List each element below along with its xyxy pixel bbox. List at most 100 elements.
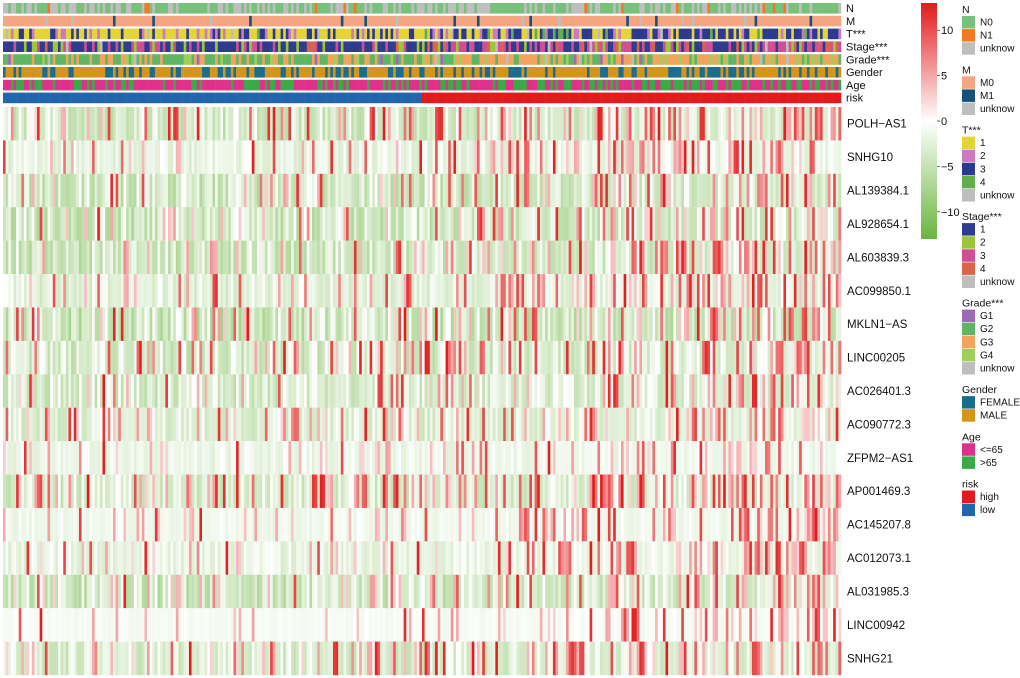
- heatmap-cell: [539, 274, 543, 308]
- heatmap-cell: [13, 140, 17, 175]
- heatmap-cell: [217, 240, 221, 275]
- annotation-cell: [86, 67, 90, 78]
- heatmap-cell: [683, 240, 687, 275]
- heatmap-cell: [786, 173, 789, 208]
- annotation-cell: [398, 54, 402, 65]
- heatmap-cell: [71, 140, 74, 175]
- heatmap-cell: [136, 207, 140, 241]
- heatmap-cell: [508, 207, 512, 241]
- annotation-cell: [505, 54, 509, 65]
- heatmap-cell: [57, 240, 61, 275]
- heatmap-cell: [744, 240, 747, 275]
- heatmap-cell: [453, 307, 457, 342]
- heatmap-cell: [422, 307, 425, 342]
- heatmap-cell: [144, 140, 148, 175]
- annotation-cell: [796, 15, 800, 27]
- heatmap-cell: [139, 173, 143, 208]
- annotation-cell: [822, 67, 826, 78]
- annotation-cell: [10, 15, 14, 27]
- heatmap-cell: [249, 207, 253, 241]
- annotation-cell: [217, 54, 221, 65]
- annotation-cell: [696, 79, 700, 91]
- heatmap-cell: [81, 307, 85, 342]
- annotation-cell: [516, 3, 520, 14]
- annotation-cell: [191, 79, 195, 91]
- annotation-cell: [497, 28, 501, 40]
- annotation-cell: [490, 15, 493, 27]
- annotation-cell: [644, 41, 648, 52]
- heatmap-cell: [335, 340, 339, 375]
- heatmap-cell: [793, 107, 797, 141]
- heatmap-cell: [160, 274, 163, 308]
- annotation-cell: [26, 67, 30, 78]
- annotation-cell: [461, 67, 465, 78]
- annotation-cell: [52, 92, 56, 104]
- heatmap-cell: [539, 207, 543, 241]
- annotation-cell: [249, 3, 253, 14]
- annotation-cell: [623, 15, 627, 27]
- heatmap-cell: [825, 240, 829, 275]
- heatmap-cell: [217, 140, 221, 175]
- annotation-cell: [63, 67, 67, 78]
- annotation-cell: [186, 3, 190, 14]
- heatmap-cell: [741, 107, 745, 141]
- annotation-cell: [691, 92, 695, 104]
- heatmap-cell: [154, 207, 158, 241]
- annotation-cell: [786, 54, 789, 65]
- heatmap-cell: [283, 140, 287, 175]
- heatmap-cell: [34, 240, 38, 275]
- annotation-cell: [364, 3, 368, 14]
- annotation-cell: [704, 28, 708, 40]
- heatmap-cell: [534, 107, 538, 141]
- annotation-cell: [513, 3, 517, 14]
- heatmap-cell: [419, 307, 423, 342]
- heatmap-cell: [414, 173, 418, 208]
- heatmap-cell: [641, 274, 645, 308]
- heatmap-cell: [105, 107, 108, 141]
- annotation-cell: [741, 67, 745, 78]
- annotation-cell: [521, 28, 525, 40]
- heatmap-cell: [283, 274, 287, 308]
- heatmap-cell: [833, 307, 837, 342]
- heatmap-cell: [243, 274, 247, 308]
- annotation-cell: [319, 15, 323, 27]
- heatmap-cell: [830, 240, 834, 275]
- annotation-cell: [348, 3, 352, 14]
- annotation-cell: [463, 92, 467, 104]
- annotation-cell: [10, 79, 14, 91]
- annotation-cell: [241, 54, 245, 65]
- heatmap-cell: [249, 307, 253, 342]
- heatmap-cell: [254, 140, 258, 175]
- heatmap-cell: [31, 140, 35, 175]
- heatmap-cell: [385, 140, 389, 175]
- heatmap-cell: [835, 207, 839, 241]
- annotation-cell: [154, 92, 158, 104]
- heatmap-cell: [490, 107, 493, 141]
- heatmap-cell: [257, 240, 260, 275]
- heatmap-cell: [102, 140, 106, 175]
- annotation-cell: [147, 92, 150, 104]
- annotation-cell: [762, 67, 766, 78]
- heatmap-cell: [338, 140, 342, 175]
- heatmap-cell: [484, 274, 488, 308]
- annotation-cell: [42, 3, 46, 14]
- heatmap-cell: [76, 207, 80, 241]
- heatmap-cell: [372, 274, 376, 308]
- heatmap-cell: [293, 140, 297, 175]
- heatmap-cell: [788, 140, 792, 175]
- heatmap-cell: [92, 140, 95, 175]
- annotation-cell: [657, 3, 661, 14]
- annotation-cell: [110, 3, 114, 14]
- annotation-cell: [600, 3, 603, 14]
- heatmap-cell: [47, 340, 51, 375]
- annotation-cell: [563, 67, 567, 78]
- annotation-cell: [445, 54, 449, 65]
- annotation-cell: [165, 3, 169, 14]
- annotation-cell: [254, 92, 258, 104]
- annotation-cell: [531, 92, 535, 104]
- annotation-cell: [652, 3, 656, 14]
- annotation-cell: [39, 15, 43, 27]
- heatmap-cell: [395, 240, 399, 275]
- heatmap-cell: [605, 307, 609, 342]
- heatmap-cell: [380, 173, 383, 208]
